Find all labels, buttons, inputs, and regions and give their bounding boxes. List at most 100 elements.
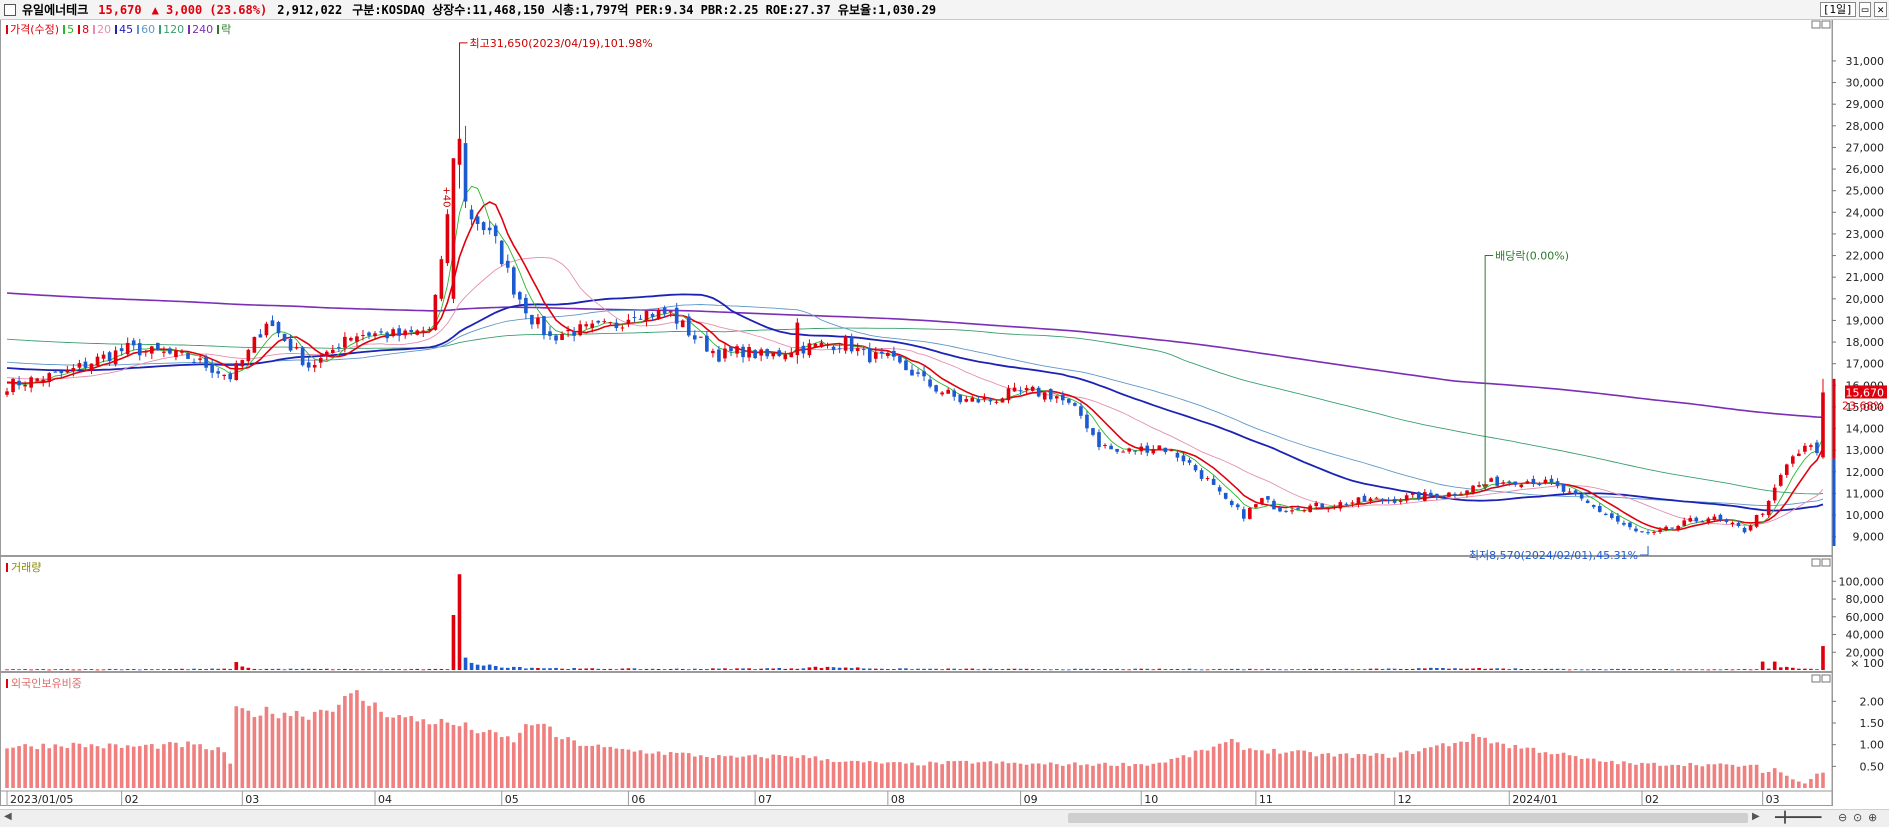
foreign-bar (1181, 755, 1186, 788)
volume-bar (1507, 669, 1512, 670)
legend-item[interactable]: 60 (137, 21, 155, 37)
volume-bar (1332, 669, 1337, 670)
volume-bar (1109, 669, 1113, 670)
candle-body (107, 352, 112, 361)
checkbox-icon[interactable] (4, 3, 16, 16)
candle-body (282, 333, 287, 341)
foreign-bar (1380, 753, 1385, 788)
volume-bar (361, 669, 365, 671)
legend-item[interactable]: 가격(수정) (6, 21, 59, 37)
scroll-thumb[interactable] (1068, 813, 1748, 823)
close-icon[interactable]: ✕ (1874, 2, 1887, 17)
minimize-icon[interactable]: ▭ (1858, 2, 1872, 17)
volume-bar (1688, 669, 1693, 671)
foreign-bar (198, 744, 202, 788)
candle-body (1784, 464, 1789, 475)
volume-bar (409, 668, 414, 670)
candle-body (47, 373, 52, 382)
candle-body (1048, 389, 1053, 400)
legend-item[interactable]: 락 (217, 21, 231, 37)
foreign-bar (192, 744, 196, 788)
candle-body (192, 361, 196, 363)
foreign-bar (391, 717, 395, 788)
candle-body (1254, 504, 1258, 508)
volume-bar (982, 668, 987, 670)
foreign-bar (71, 742, 76, 788)
candle-body (1597, 506, 1602, 512)
foreign-bar (1006, 763, 1011, 788)
zoom-reset-icon[interactable]: ⊙ (1853, 811, 1863, 824)
foreign-bar (282, 712, 287, 788)
volume-bar (1815, 669, 1819, 671)
volume-bar (198, 669, 202, 670)
candle-body (463, 143, 468, 202)
foreign-bar (463, 722, 468, 788)
foreign-bar (994, 763, 999, 788)
candle-body (898, 355, 902, 363)
volume-bar (1356, 669, 1361, 671)
period-button[interactable]: [1일] (1819, 2, 1856, 17)
candle-body (825, 344, 830, 346)
legend-item[interactable]: 20 (93, 21, 111, 37)
legend-item[interactable]: 120 (159, 21, 184, 37)
candle-body (288, 338, 293, 351)
volume-bar (216, 668, 220, 670)
volume-bar (1241, 669, 1246, 671)
zoom-out-icon[interactable]: ⊖ (1838, 811, 1848, 824)
price-tick-label: 15,000 (1846, 401, 1885, 414)
candle-body (867, 348, 872, 363)
legend-label: 60 (141, 22, 156, 36)
legend-label: 20 (97, 22, 112, 36)
volume-tick-label: 20,000 (1846, 646, 1885, 659)
candle-body (831, 346, 836, 351)
candle-body (1441, 496, 1445, 498)
volume-bar (970, 668, 975, 670)
legend-item[interactable]: 8 (78, 21, 89, 37)
volume-bar (1091, 668, 1095, 670)
foreign-bar (186, 741, 190, 788)
scroll-right-icon[interactable]: ▶ (1752, 811, 1760, 822)
volume-bar (1640, 669, 1644, 670)
volume-bar (421, 669, 426, 671)
volume-bar (1670, 669, 1674, 671)
volume-bar (608, 668, 613, 670)
candle-body (1748, 525, 1753, 531)
candle-body (729, 346, 733, 352)
candle-body (35, 378, 39, 381)
candle-body (988, 400, 993, 402)
volume-bar (349, 669, 353, 670)
foreign-bar (300, 716, 305, 788)
candle-body (1706, 518, 1711, 523)
zoom-in-icon[interactable]: ⊕ (1868, 811, 1878, 824)
foreign-bar (1483, 737, 1487, 788)
volume-bar (1006, 668, 1011, 670)
scroll-left-icon[interactable]: ◀ (4, 811, 12, 822)
candle-body (970, 397, 975, 402)
volume-bar (1465, 668, 1469, 670)
volume-bar (505, 667, 510, 670)
candle-body (578, 324, 582, 336)
candle-body (1127, 448, 1131, 452)
zoom-slider-icon[interactable]: ━╋━━━━━ (1775, 811, 1822, 824)
horizontal-scrollbar[interactable]: ◀ ▶ ━╋━━━━━ ⊖ ⊙ ⊕ (0, 809, 1889, 827)
foreign-bar (1067, 764, 1071, 788)
foreign-bar (692, 756, 697, 788)
volume-bar (1362, 669, 1367, 671)
foreign-bar (711, 758, 715, 788)
legend-item[interactable]: 5 (63, 21, 74, 37)
legend-item[interactable]: 240 (188, 21, 213, 37)
candle-body (1447, 492, 1451, 497)
candle-body (343, 336, 347, 348)
foreign-bar (258, 715, 263, 788)
candle-body (1591, 505, 1596, 507)
foreign-tick-label: 1.50 (1860, 717, 1885, 730)
volume-bar (475, 664, 480, 670)
foreign-bar (1797, 781, 1801, 788)
legend-label: 8 (82, 22, 90, 36)
legend-item[interactable]: 45 (115, 21, 133, 37)
volume-bar (1181, 669, 1186, 671)
candle-body (1718, 514, 1723, 521)
foreign-bar (1163, 762, 1168, 788)
candle-body (1537, 483, 1542, 485)
candle-body (156, 342, 160, 351)
